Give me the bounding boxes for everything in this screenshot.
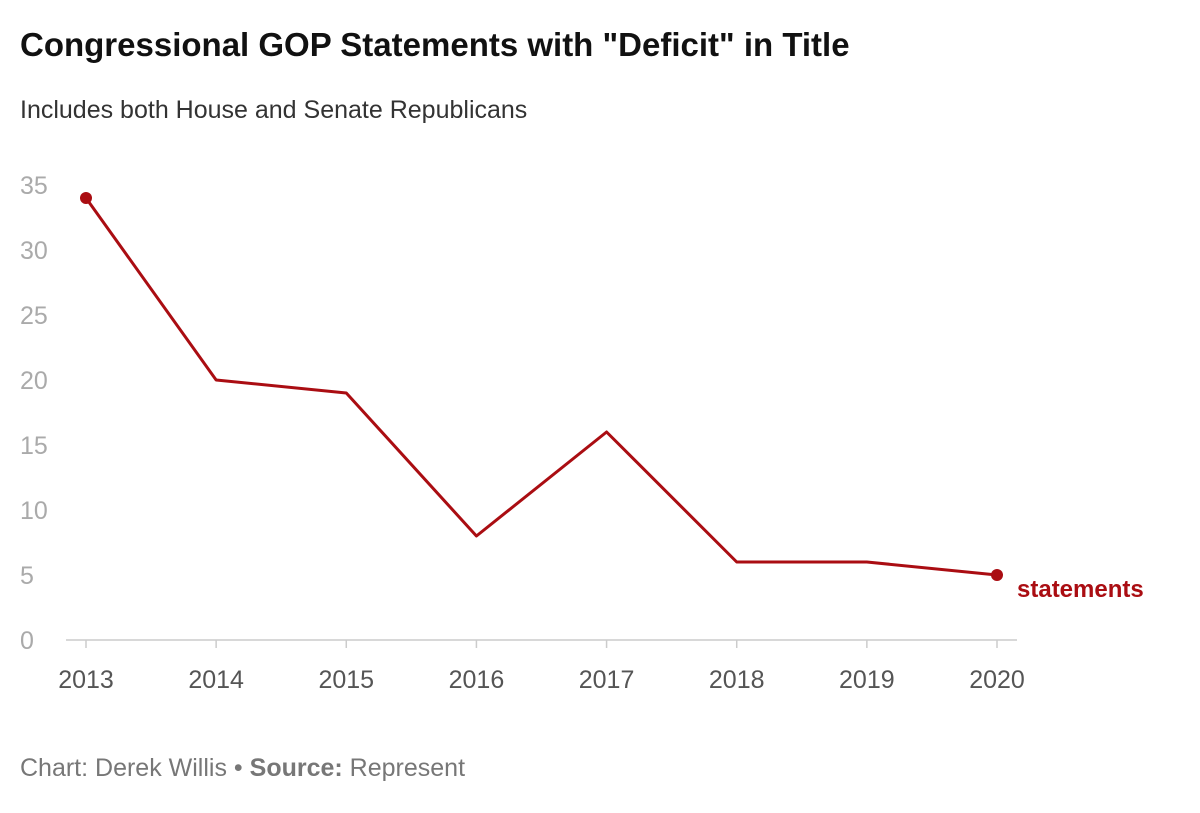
x-tick-label: 2019 [839,666,895,694]
y-tick-label: 20 [20,367,48,395]
series-layer: statements [80,192,1144,603]
y-tick-label: 35 [20,172,48,200]
chart-subtitle: Includes both House and Senate Republica… [20,96,528,124]
x-tick-label: 2013 [58,666,114,694]
y-tick-label: 0 [20,627,34,655]
x-tick-label: 2014 [188,666,244,694]
chart-title: Congressional GOP Statements with "Defic… [20,26,850,63]
y-tick-label: 25 [20,302,48,330]
x-tick-label: 2015 [318,666,374,694]
y-axis-ticks: 0 5 10 15 20 25 30 35 [20,172,48,655]
chart-footer: Chart: Derek Willis • Source: Represent [20,754,465,783]
y-tick-label: 30 [20,237,48,265]
y-tick-label: 15 [20,432,48,460]
footer-source-value: Represent [342,754,466,782]
data-point [991,569,1003,581]
footer-source-label: Source: [249,754,343,782]
series-line [84,197,998,577]
y-tick-label: 10 [20,497,48,525]
x-tick-label: 2018 [709,666,765,694]
x-tick-label: 2020 [969,666,1025,694]
series-end-label: statements [1017,576,1144,603]
x-tick-label: 2016 [449,666,505,694]
footer-separator: • [226,754,250,782]
footer-credit: Chart: Derek Willis [20,754,227,782]
x-axis: 2013 2014 2015 2016 2017 2018 2019 2020 [58,639,1025,694]
y-tick-label: 5 [20,562,34,590]
x-tick-label: 2017 [579,666,635,694]
data-point [80,192,92,204]
